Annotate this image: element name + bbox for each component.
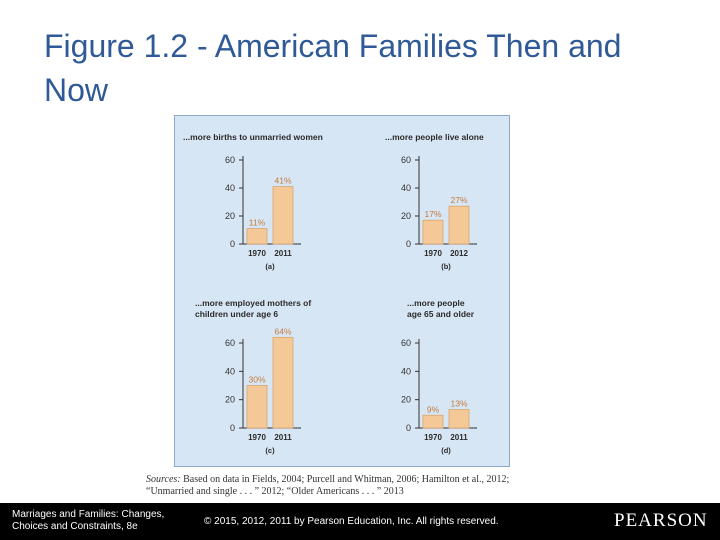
footer-bar: Marriages and Families: Changes, Choices… — [0, 503, 720, 540]
pearson-logo: PEARSON — [614, 510, 708, 531]
bar — [422, 414, 444, 429]
x-category-label: 1970 — [248, 433, 266, 442]
bar — [448, 205, 470, 245]
bar-value-label: 9% — [427, 404, 440, 414]
y-tick-label: 60 — [401, 155, 411, 165]
slide-title: Figure 1.2 - American Families Then and … — [44, 28, 622, 108]
sources-note: Sources: Based on data in Fields, 2004; … — [146, 474, 546, 497]
y-tick-label: 40 — [225, 366, 235, 376]
chart-title: ...more people live alone — [385, 132, 484, 142]
chart-title: ...more births to unmarried women — [183, 132, 323, 142]
x-category-label: 1970 — [248, 249, 266, 258]
y-tick-label: 40 — [401, 366, 411, 376]
x-category-label: 2012 — [450, 249, 468, 258]
figure-panel: ...more births to unmarried women 0 20 40 60… — [174, 115, 510, 467]
bar — [422, 219, 444, 245]
chart-title: age 65 and older — [407, 309, 475, 319]
bar-value-label: 30% — [248, 375, 265, 385]
bar-charts-figure: ...more births to unmarried women 0 20 40 60… — [183, 132, 484, 455]
y-tick-label: 0 — [406, 423, 411, 433]
bar — [272, 336, 294, 429]
y-tick-label: 60 — [401, 338, 411, 348]
x-category-label: 1970 — [424, 433, 442, 442]
bar-value-label: 64% — [274, 326, 291, 336]
chart-title: ...more employed mothers of — [195, 298, 311, 308]
y-tick-label: 60 — [225, 155, 235, 165]
y-tick-label: 20 — [401, 211, 411, 221]
panel-label: (a) — [265, 262, 275, 271]
x-category-label: 2011 — [274, 249, 292, 258]
bar-value-label: 41% — [274, 176, 291, 186]
x-category-label: 2011 — [274, 433, 292, 442]
chart-title: ...more people — [407, 298, 465, 308]
bar — [246, 228, 268, 245]
bar-value-label: 27% — [450, 195, 467, 205]
y-tick-label: 40 — [225, 183, 235, 193]
bar — [246, 385, 268, 429]
panel-label: (b) — [441, 262, 451, 271]
chart-title: children under age 6 — [195, 309, 278, 319]
panel-label: (c) — [265, 446, 275, 455]
footer-book-title: Marriages and Families: Changes, Choices… — [12, 509, 165, 532]
x-category-label: 1970 — [424, 249, 442, 258]
footer-copyright: © 2015, 2012, 2011 by Pearson Education,… — [204, 516, 499, 527]
bar — [272, 186, 294, 245]
bar-value-label: 17% — [424, 209, 441, 219]
sources-label: Sources: — [146, 474, 181, 485]
y-tick-label: 20 — [225, 211, 235, 221]
y-tick-label: 0 — [406, 239, 411, 249]
bar-value-label: 11% — [249, 218, 266, 228]
y-tick-label: 20 — [225, 395, 235, 405]
y-tick-label: 40 — [401, 183, 411, 193]
y-tick-label: 20 — [401, 395, 411, 405]
bar — [448, 409, 470, 429]
y-tick-label: 60 — [225, 338, 235, 348]
sources-text: Based on data in Fields, 2004; Purcell a… — [146, 474, 510, 497]
panel-label: (d) — [441, 446, 451, 455]
y-tick-label: 0 — [230, 239, 235, 249]
x-category-label: 2011 — [450, 433, 468, 442]
bar-value-label: 13% — [450, 399, 467, 409]
y-tick-label: 0 — [230, 423, 235, 433]
